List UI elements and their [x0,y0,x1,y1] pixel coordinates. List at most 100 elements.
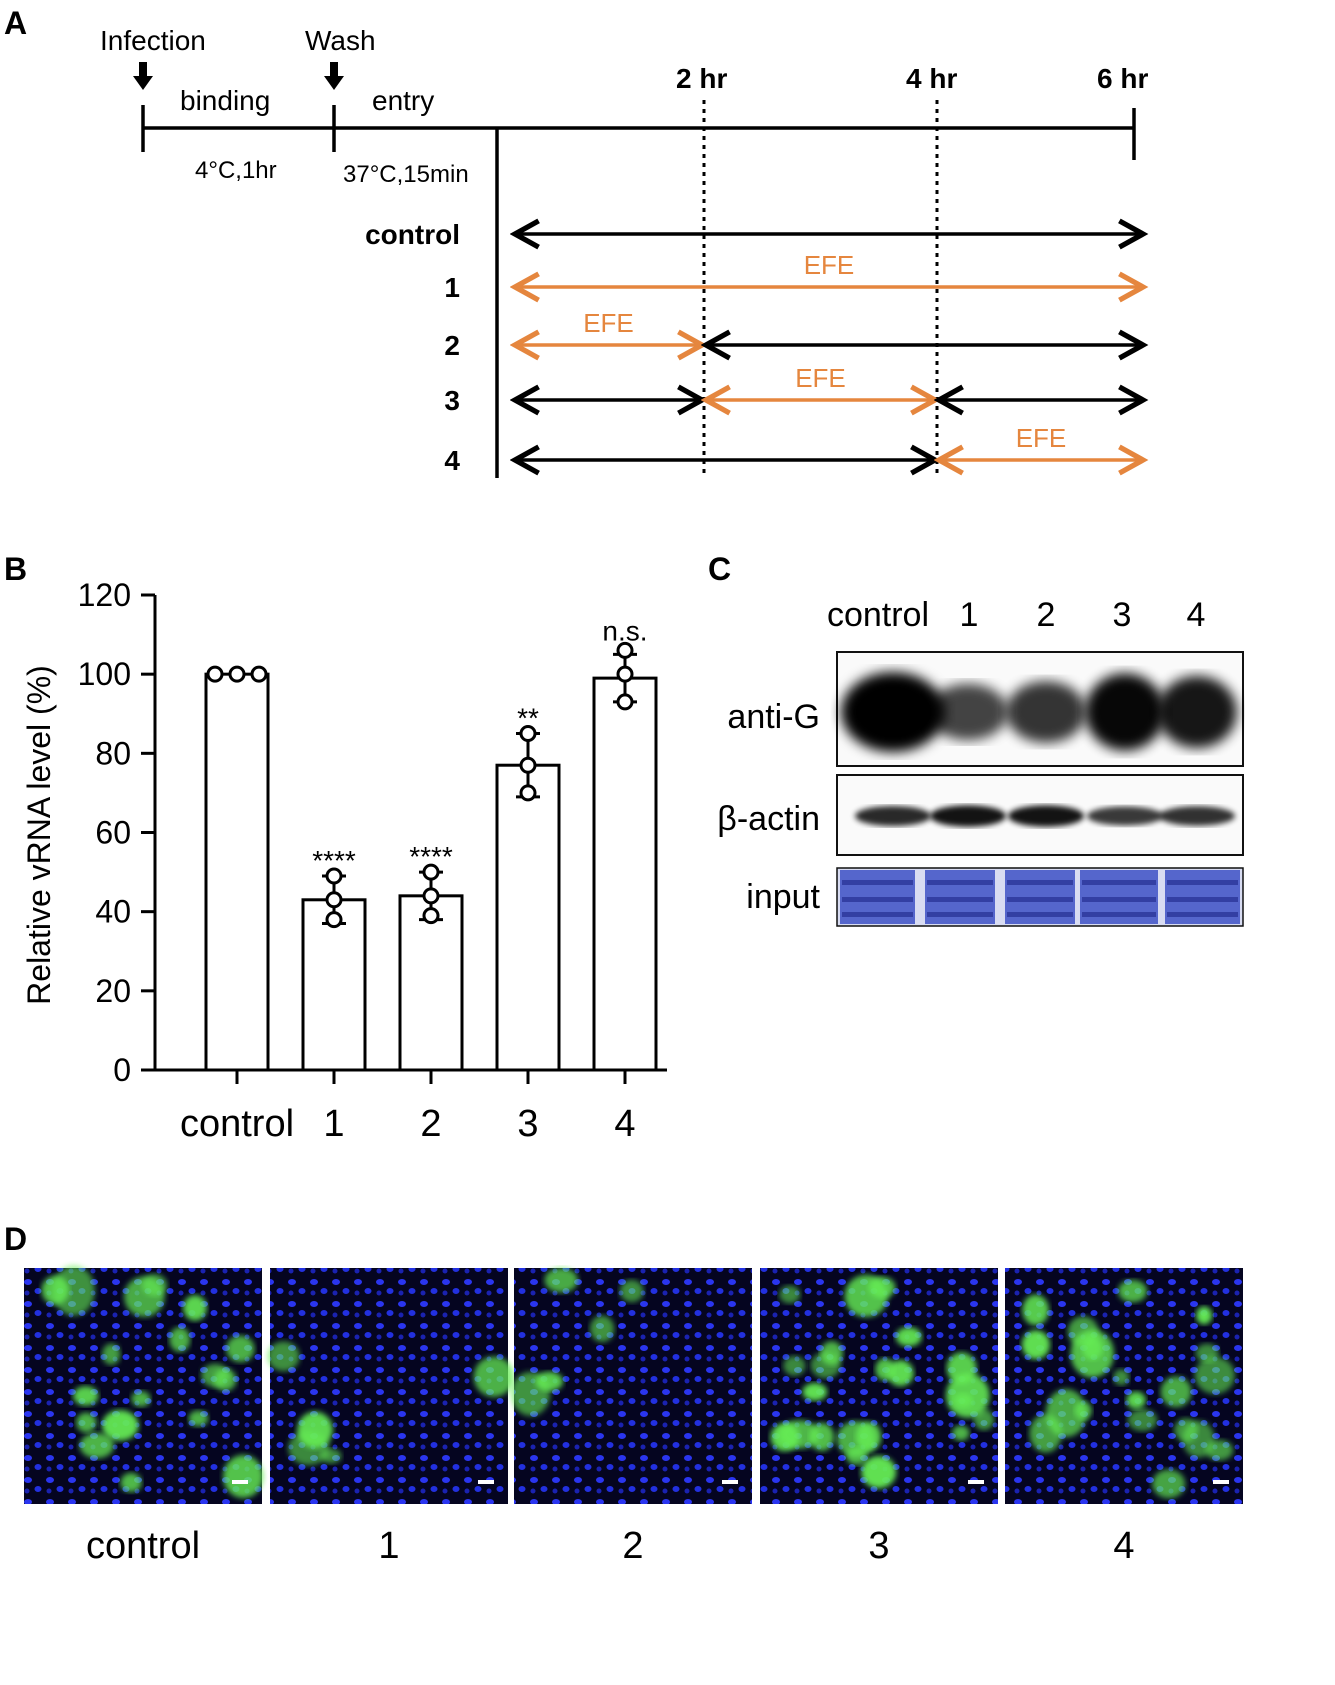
infected-cell [779,1420,820,1449]
infected-cell [201,1363,230,1388]
scale-bar [232,1480,248,1484]
infected-cell [952,1425,970,1441]
input-band [1167,912,1238,917]
data-point [616,641,634,659]
y-tick-label: 120 [78,577,131,613]
micrograph [270,1268,508,1504]
infected-cell [169,1327,191,1352]
infected-cell [120,1472,142,1493]
actin-band [1087,806,1163,826]
treatment-row-label: 1 [444,272,460,303]
infected-cell [861,1455,897,1489]
infected-cell [802,1383,828,1401]
time-2hr: 2 hr [676,63,727,94]
infected-cell [41,1275,70,1305]
infected-cell [868,1276,896,1299]
panel-c: C control 1 2 3 4 anti-G β-actin input [708,551,1244,927]
input-band [842,897,913,902]
infected-cell [895,1327,922,1347]
entry-label: entry [372,85,434,116]
input-band [927,912,993,917]
time-markers [702,100,939,478]
infected-cell [473,1356,515,1397]
input-band [1007,880,1073,885]
binding-condition: 4°C,1hr [195,157,277,184]
micrograph-label: 2 [622,1525,643,1567]
data-point [250,665,268,683]
infected-cell [183,1295,207,1321]
data-point [206,665,224,683]
y-tick-label: 80 [95,735,131,771]
blot-lane-label: 2 [1037,596,1056,634]
input-band [1082,912,1156,917]
actin-band [1159,806,1235,826]
blot-row-label: input [746,878,820,916]
treatment-rows: control 1 EFE 2 EFE 3 EFE 4 EFE [365,219,1143,476]
blot-lane-label: 3 [1113,596,1132,634]
infected-cell [589,1315,615,1343]
infected-cell [1127,1409,1158,1432]
infected-cell [297,1411,333,1449]
data-point [422,863,440,881]
infected-cell [73,1386,99,1406]
input-band [927,880,993,885]
infected-cell [52,1265,95,1316]
data-point [519,725,537,743]
blot-lane-label: 1 [960,596,979,634]
infection-label: Infection [100,25,206,56]
infected-cell [1194,1356,1235,1394]
panel-d-letter: D [4,1221,27,1257]
data-point [325,911,343,929]
infected-cell [226,1335,255,1363]
efe-label: EFE [804,250,855,280]
input-band [1007,912,1073,917]
infection-arrow-icon [133,62,153,90]
infected-cell [1118,1279,1148,1303]
input-band [927,897,993,902]
anti-g-band [1085,673,1165,751]
infected-cell [1126,1391,1146,1409]
infected-cell [101,1410,139,1441]
infected-cell [619,1279,644,1303]
significance-label: n.s. [602,615,647,646]
blot-lane-label: control [827,596,929,634]
data-point [325,867,343,885]
scale-bar [1213,1480,1229,1484]
panel-a: A Infection Wash binding entry 4°C,1hr 3… [4,5,1148,478]
scale-bar [722,1480,738,1484]
y-tick-label: 20 [95,973,131,1009]
wash-arrow-icon [324,62,344,90]
data-point [422,907,440,925]
microscopy-images: control 1 2 3 4 [24,1265,1243,1567]
anti-g-band [841,672,945,752]
scale-bar [478,1480,494,1484]
data-point [616,693,634,711]
infected-cell [1067,1316,1099,1347]
efe-label: EFE [1016,423,1067,453]
data-point [422,887,440,905]
input-band [1167,880,1238,885]
micrograph-label: 3 [868,1525,889,1567]
y-tick-label: 60 [95,815,131,851]
y-tick-label: 100 [78,656,131,692]
infected-cell [535,1371,564,1392]
infected-cell [820,1341,843,1366]
infected-cell [188,1410,209,1427]
x-tick-label: 2 [420,1103,441,1145]
data-point [616,665,634,683]
infected-cell [1196,1306,1213,1325]
infected-cell [102,1343,121,1365]
infected-cell [1195,1343,1219,1363]
panel-a-letter: A [4,5,27,41]
bar [592,676,658,1072]
data-point [519,756,537,774]
micrograph-label: 4 [1113,1525,1134,1567]
input-band [1167,897,1238,902]
infected-cell [875,1358,895,1381]
y-tick-label: 40 [95,894,131,930]
scale-bar [968,1480,984,1484]
infected-cell [1160,1376,1192,1408]
infected-cell [320,1448,342,1464]
blot-row-label: β-actin [717,800,820,838]
blot-lane-label: 4 [1187,596,1206,634]
